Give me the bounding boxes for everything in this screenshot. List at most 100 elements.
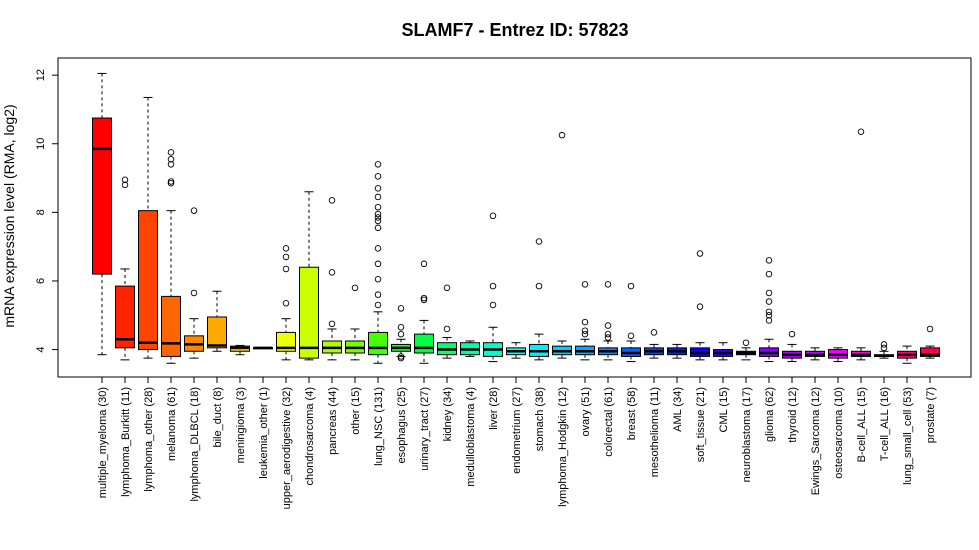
outlier-point [121,181,129,189]
box-5 [207,290,227,352]
outlier-point [627,282,635,290]
category-label: soft_tissue (21) [695,387,707,462]
outlier-point [857,128,865,135]
outlier-point [650,329,658,336]
box-31 [805,347,825,361]
outlier-point [397,330,405,338]
category-label: B-cell_ALL (15) [856,387,868,462]
outlier-point [374,203,382,211]
box-13 [391,305,411,362]
box-3 [161,149,181,364]
outlier-point [443,325,451,333]
category-label: melanoma (61) [166,387,178,461]
outlier-point [765,312,773,319]
y-axis: 4 6 8 10 12 [35,69,59,353]
outlier-point [282,265,290,273]
outlier-point [190,289,198,297]
category-label: ovary (51) [580,387,592,437]
category-label: esophagus (25) [396,387,408,463]
outlier-point [765,257,773,264]
outlier-point [880,341,888,348]
box-14 [414,260,434,364]
outlier-point [374,224,382,232]
outlier-point [604,281,612,288]
category-label: lymphoma_DLBCL (18) [189,387,201,502]
box-26 [690,250,710,361]
category-label: lymphoma_Burkitt (11) [120,387,132,497]
outlier-point [374,245,382,252]
outlier-point [374,217,382,225]
outlier-point [351,284,359,292]
outlier-point [328,269,336,276]
boxplot-series [92,72,940,364]
box-iqr [92,117,112,275]
y-tick-label: 6 [35,278,47,284]
category-label: multiple_myeloma (30) [97,387,109,498]
box-iqr [207,316,227,349]
outlier-point [397,354,405,362]
category-label: upper_aerodigestive (32) [281,387,293,509]
category-label: chondrosarcoma (4) [304,387,316,485]
outlier-point [374,193,382,201]
outlier-point [788,330,796,338]
box-2 [138,96,158,359]
plot-frame [57,57,972,378]
outlier-point [604,334,612,341]
category-label: leukemia_other (1) [258,387,270,479]
category-label: Ewings_Sarcoma (12) [810,387,822,495]
outlier-point [742,339,750,346]
box-iqr [299,266,319,359]
outlier-point [121,176,129,184]
outlier-point [374,291,382,298]
box-6 [230,344,250,356]
box-32 [828,347,848,363]
outlier-point [374,275,382,283]
category-label: meningioma (3) [235,387,247,463]
category-label: stomach (38) [534,387,546,451]
box-11 [345,284,365,361]
outlier-point [581,327,589,334]
outlier-point [765,317,773,324]
outlier-point [489,301,497,309]
y-tick-label: 12 [35,69,47,81]
outlier-point [765,298,773,305]
box-17 [483,212,503,363]
box-iqr [161,295,181,357]
category-label: osteosarcoma (10) [833,387,845,479]
outlier-point [420,294,428,302]
category-label: mesothelioma (11) [649,387,661,477]
box-10 [322,197,342,361]
box-1 [115,176,135,361]
box-iqr [920,347,940,357]
outlier-point [167,149,175,156]
category-label: AML (34) [672,387,684,432]
outlier-point [627,332,635,340]
category-label: bile_duct (8) [212,387,224,448]
category-label: endometrium (27) [511,387,523,474]
outlier-point [765,308,773,316]
category-label: kidney (34) [442,387,454,441]
category-labels: multiple_myeloma (30) lymphoma_Burkitt (1… [97,387,937,509]
category-label: medulloblastoma (4) [465,387,477,487]
outlier-point [765,289,773,297]
category-label: colorectal (61) [603,387,615,457]
outlier-point [558,131,566,139]
box-15 [437,284,457,359]
category-label: prostate (7) [925,387,937,443]
outlier-point [420,260,428,268]
category-label: breast (58) [626,387,638,440]
outlier-point [581,330,589,338]
outlier-point [397,353,405,360]
outlier-point [374,161,382,168]
outlier-point [167,178,175,185]
outlier-point [374,210,382,218]
box-22 [598,281,618,361]
outlier-point [374,260,382,268]
box-iqr [414,333,434,354]
box-19 [529,238,549,361]
outlier-point [167,155,175,163]
outlier-point [604,322,612,329]
outlier-point [190,207,198,214]
category-label: lung_small_cell (53) [902,387,914,485]
box-16 [460,340,480,357]
